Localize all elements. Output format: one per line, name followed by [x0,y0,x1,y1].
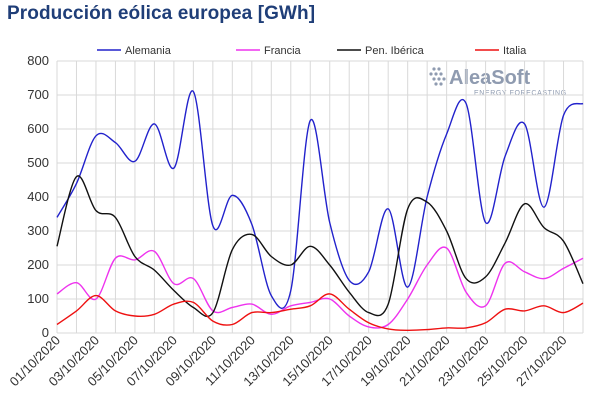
legend-label-francia: Francia [264,45,302,57]
series-line-italia [56,293,584,332]
legend-label-italia: Italia [503,45,527,57]
y-tick-label: 0 [42,325,49,340]
y-tick-label: 200 [27,257,49,272]
series-line-alemania [56,90,584,309]
logo-tagline: ENERGY FORECASTING [474,90,567,97]
logo-dots-icon [429,67,446,86]
series-line-pen-iberica [56,175,584,318]
legend-label-pen-iberica: Pen. Ibérica [365,45,425,57]
chart-title: Producción eólica europea [GWh] [7,3,316,24]
y-tick-label: 700 [27,87,49,102]
y-tick-label: 300 [27,223,49,238]
legend: Alemania Francia Pen. Ibérica Italia [97,45,527,57]
y-tick-label: 800 [27,53,49,68]
aleasoft-logo: AleaSoft ENERGY FORECASTING [429,67,566,97]
series-lines [56,90,584,332]
y-tick-label: 400 [27,189,49,204]
grid [56,60,584,334]
y-tick-label: 100 [27,291,49,306]
logo-name: AleaSoft [449,67,530,89]
y-tick-label: 500 [27,155,49,170]
legend-label-alemania: Alemania [125,45,172,57]
y-tick-label: 600 [27,121,49,136]
